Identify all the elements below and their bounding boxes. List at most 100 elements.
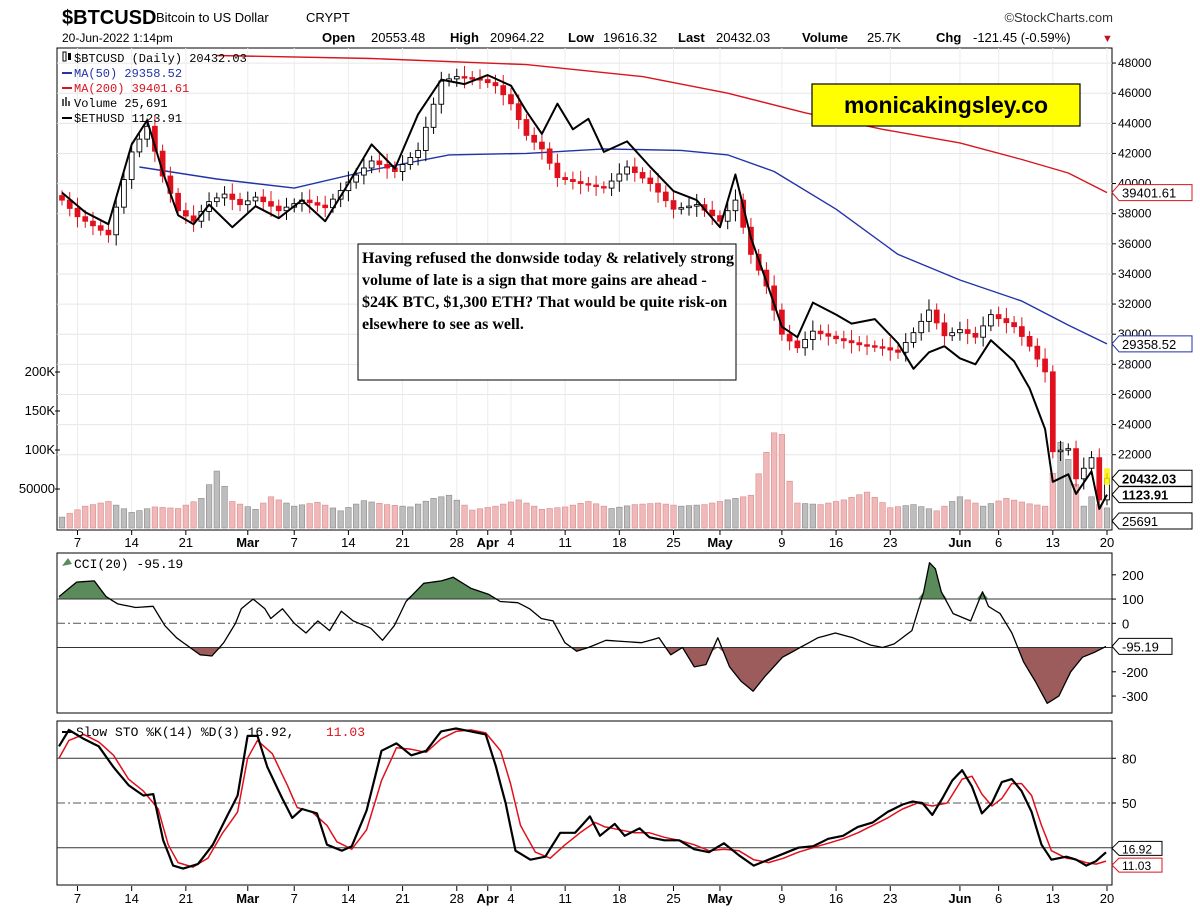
candle-body bbox=[1003, 318, 1010, 324]
candle bbox=[1073, 440, 1079, 487]
candle-body bbox=[136, 138, 143, 153]
candle-body bbox=[949, 332, 956, 337]
candle-body bbox=[1049, 371, 1056, 453]
candle-body bbox=[879, 346, 886, 349]
legend-entry: MA(50) 29358.52 bbox=[62, 67, 182, 81]
volume-bar bbox=[608, 508, 615, 529]
volume-bar bbox=[66, 513, 73, 529]
candle-body bbox=[810, 330, 816, 340]
volume-bar bbox=[167, 507, 174, 529]
candle bbox=[252, 191, 259, 207]
volume-bar bbox=[531, 505, 538, 529]
price-value-tag: 25691 bbox=[1111, 512, 1193, 530]
x-tick-label: 14 bbox=[341, 891, 355, 906]
candle-body bbox=[887, 347, 894, 351]
candle-body bbox=[500, 85, 507, 96]
candle bbox=[871, 340, 878, 353]
candle bbox=[833, 330, 839, 344]
candle bbox=[128, 142, 135, 189]
volume-bar bbox=[229, 501, 236, 529]
volume-bar bbox=[1003, 498, 1010, 529]
candle bbox=[376, 152, 383, 173]
candle-body bbox=[624, 166, 630, 175]
legend-entry: MA(200) 39401.61 bbox=[62, 82, 189, 96]
candle bbox=[732, 189, 739, 222]
candle-body bbox=[972, 332, 979, 338]
volume-bar bbox=[825, 502, 832, 529]
volume-bar bbox=[422, 500, 429, 529]
volume-bar bbox=[198, 498, 205, 529]
ma200-line bbox=[216, 54, 1108, 194]
volume-bar bbox=[848, 497, 855, 529]
volume-bar bbox=[631, 504, 638, 529]
volume-bar bbox=[1049, 473, 1056, 529]
candle-body bbox=[1034, 345, 1041, 360]
price-axis: 2200024000260002800030000320003400036000… bbox=[1104, 56, 1193, 530]
candle bbox=[322, 195, 329, 218]
candle-body bbox=[570, 179, 576, 183]
header: $BTCUSD Bitcoin to US Dollar CRYPT ©Stoc… bbox=[62, 7, 1113, 45]
candle-body bbox=[97, 225, 104, 231]
candle-body bbox=[825, 333, 832, 337]
candle bbox=[190, 205, 197, 232]
volume-bars bbox=[58, 432, 1111, 529]
price-value-tag-text: 25691 bbox=[1122, 514, 1158, 529]
volume-bar bbox=[175, 508, 182, 529]
candle bbox=[631, 157, 638, 182]
price-tick-label: 48000 bbox=[1118, 56, 1152, 70]
candle bbox=[1057, 440, 1064, 462]
price-gridlines bbox=[57, 48, 1112, 530]
candle bbox=[283, 197, 290, 221]
legend-swatch bbox=[68, 53, 71, 60]
x-tick-label: Apr bbox=[477, 535, 499, 550]
candle-body bbox=[647, 177, 654, 185]
candle-body bbox=[1011, 322, 1017, 328]
x-tick-label: 20 bbox=[1100, 891, 1114, 906]
candle bbox=[570, 171, 576, 190]
candle-body bbox=[670, 200, 677, 210]
x-tick-label: 13 bbox=[1046, 891, 1060, 906]
candle bbox=[453, 68, 460, 87]
candle bbox=[577, 170, 584, 195]
volume-bar bbox=[670, 504, 677, 529]
volume-bar bbox=[275, 499, 282, 529]
volume-bar bbox=[794, 502, 801, 529]
x-tick-label: Jun bbox=[948, 535, 971, 550]
price-tick-label: 38000 bbox=[1118, 207, 1152, 221]
x-tick-label: May bbox=[707, 535, 733, 550]
x-tick-label: 23 bbox=[883, 891, 897, 906]
volume-bar bbox=[894, 506, 902, 529]
candle bbox=[647, 170, 654, 192]
x-tick-label: 7 bbox=[291, 891, 298, 906]
volume-bar bbox=[716, 501, 724, 529]
candle-body bbox=[539, 141, 545, 150]
candle bbox=[910, 327, 917, 348]
volume-tick-label: 200K bbox=[25, 364, 56, 379]
sto-title: Slow STO %K(14) %D(3) 16.92, 11.03 bbox=[62, 725, 365, 740]
candle bbox=[624, 160, 630, 181]
candle-body bbox=[655, 183, 661, 193]
candle bbox=[678, 202, 685, 215]
candle bbox=[926, 299, 932, 333]
candle bbox=[802, 331, 808, 356]
volume-bar bbox=[887, 507, 894, 529]
candle-body bbox=[90, 220, 96, 227]
volume-bar bbox=[376, 502, 383, 529]
volume-bar bbox=[786, 480, 793, 529]
candle-body bbox=[1057, 449, 1064, 453]
volume-bar bbox=[306, 503, 313, 529]
candle bbox=[368, 155, 375, 174]
candle bbox=[213, 192, 220, 207]
candle-body bbox=[585, 183, 592, 186]
x-tick-label: Apr bbox=[477, 891, 499, 906]
candle bbox=[964, 318, 971, 345]
volume-bar bbox=[709, 502, 716, 529]
volume-bar bbox=[623, 505, 631, 529]
volume-bar bbox=[391, 505, 398, 529]
candle bbox=[825, 324, 832, 346]
candle-body bbox=[871, 345, 878, 348]
volume-bar bbox=[755, 473, 762, 529]
candle-body bbox=[639, 172, 646, 179]
candle bbox=[1065, 443, 1072, 456]
candle-body bbox=[902, 342, 909, 353]
